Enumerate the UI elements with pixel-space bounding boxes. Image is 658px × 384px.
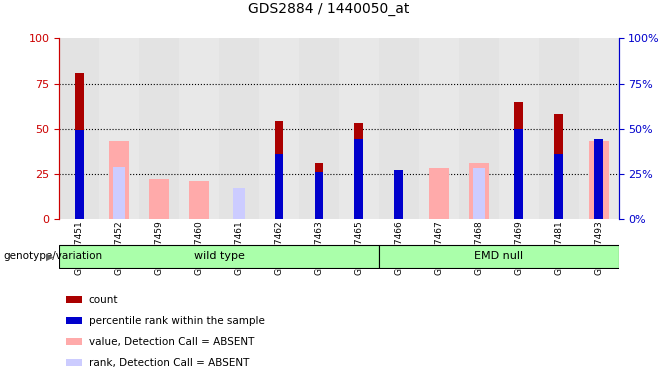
Bar bbox=[109, 141, 129, 219]
Bar bbox=[315, 172, 323, 219]
Bar bbox=[259, 38, 299, 219]
Bar bbox=[139, 38, 179, 219]
Bar bbox=[274, 154, 284, 219]
Bar bbox=[99, 38, 139, 219]
Bar bbox=[75, 131, 84, 219]
Bar bbox=[499, 38, 539, 219]
Bar bbox=[149, 179, 169, 219]
Bar bbox=[274, 121, 284, 219]
Bar bbox=[594, 139, 603, 219]
Text: ▶: ▶ bbox=[47, 251, 54, 262]
Bar bbox=[429, 168, 449, 219]
FancyBboxPatch shape bbox=[59, 245, 379, 268]
Text: rank, Detection Call = ABSENT: rank, Detection Call = ABSENT bbox=[89, 358, 249, 368]
Bar bbox=[75, 73, 84, 219]
Text: EMD null: EMD null bbox=[474, 251, 523, 261]
Bar bbox=[539, 38, 578, 219]
Bar bbox=[515, 129, 523, 219]
Bar bbox=[578, 38, 619, 219]
Bar bbox=[515, 101, 523, 219]
Text: GDS2884 / 1440050_at: GDS2884 / 1440050_at bbox=[248, 2, 410, 16]
Bar bbox=[189, 181, 209, 219]
Bar bbox=[355, 139, 363, 219]
Bar bbox=[355, 123, 363, 219]
Bar bbox=[394, 170, 403, 219]
Bar bbox=[459, 38, 499, 219]
Bar bbox=[299, 38, 339, 219]
Bar bbox=[468, 163, 489, 219]
Bar bbox=[113, 167, 125, 219]
FancyBboxPatch shape bbox=[379, 245, 619, 268]
Bar bbox=[379, 38, 418, 219]
Text: count: count bbox=[89, 295, 118, 305]
Text: value, Detection Call = ABSENT: value, Detection Call = ABSENT bbox=[89, 337, 254, 347]
Text: wild type: wild type bbox=[193, 251, 245, 261]
Bar bbox=[233, 188, 245, 219]
Bar bbox=[315, 163, 323, 219]
Bar bbox=[59, 38, 99, 219]
Bar bbox=[179, 38, 219, 219]
Bar bbox=[472, 168, 485, 219]
Text: genotype/variation: genotype/variation bbox=[3, 251, 103, 262]
Bar bbox=[554, 154, 563, 219]
Text: percentile rank within the sample: percentile rank within the sample bbox=[89, 316, 265, 326]
Bar bbox=[418, 38, 459, 219]
Bar bbox=[339, 38, 379, 219]
Bar bbox=[219, 38, 259, 219]
Bar bbox=[554, 114, 563, 219]
Bar bbox=[588, 141, 609, 219]
